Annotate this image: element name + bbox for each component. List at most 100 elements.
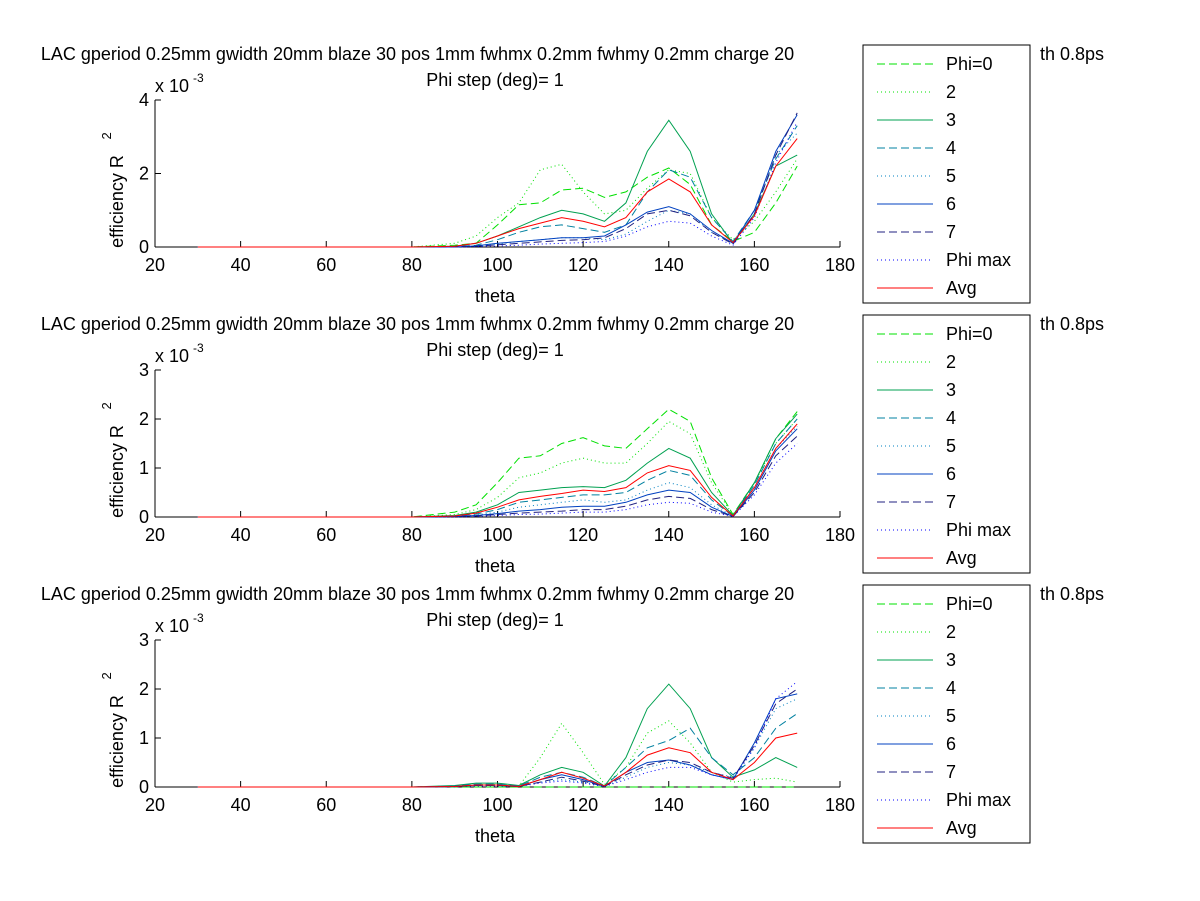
subplot-3: LAC gperiod 0.25mm gwidth 20mm blaze 30 … <box>41 584 1104 846</box>
y-axis-label-superscript: 2 <box>99 402 114 409</box>
legend-label: Phi=0 <box>946 54 993 74</box>
series-line-5 <box>197 426 798 518</box>
subplot-1: LAC gperiod 0.25mm gwidth 20mm blaze 30 … <box>41 44 1104 306</box>
y-axis-label-superscript: 2 <box>99 672 114 679</box>
x-tick-label: 160 <box>739 795 769 815</box>
subplot-2: LAC gperiod 0.25mm gwidth 20mm blaze 30 … <box>41 314 1104 576</box>
legend: Phi=0 2 3 4 5 6 7 Phi max Avg <box>862 314 1031 574</box>
x-tick-label: 140 <box>654 525 684 545</box>
legend-label: 6 <box>946 464 956 484</box>
y-axis-label-superscript: 2 <box>99 132 114 139</box>
chart-subtitle: Phi step (deg)= 1 <box>426 70 564 90</box>
legend-label: 3 <box>946 110 956 130</box>
chart-title: LAC gperiod 0.25mm gwidth 20mm blaze 30 … <box>41 44 794 64</box>
chart-title: LAC gperiod 0.25mm gwidth 20mm blaze 30 … <box>41 584 794 604</box>
x-tick-label: 20 <box>145 525 165 545</box>
x-tick-label: 80 <box>402 255 422 275</box>
x-tick-label: 40 <box>231 795 251 815</box>
x-tick-label: 160 <box>739 525 769 545</box>
y-tick-label: 3 <box>139 360 149 380</box>
legend: Phi=0 2 3 4 5 6 7 Phi max Avg <box>862 584 1031 844</box>
legend-label: Phi max <box>946 790 1011 810</box>
x-tick-label: 140 <box>654 255 684 275</box>
series-line-4 <box>197 125 798 248</box>
legend-label: 4 <box>946 408 956 428</box>
legend-label: 5 <box>946 166 956 186</box>
y-multiplier-exponent: -3 <box>193 71 204 85</box>
x-axis-label: theta <box>475 556 516 576</box>
y-tick-label: 0 <box>139 237 149 257</box>
x-tick-label: 120 <box>568 255 598 275</box>
x-tick-label: 100 <box>482 795 512 815</box>
chart-subtitle: Phi step (deg)= 1 <box>426 340 564 360</box>
legend-label: 5 <box>946 706 956 726</box>
y-tick-label: 3 <box>139 630 149 650</box>
series-line-2 <box>197 158 798 248</box>
x-tick-label: 20 <box>145 795 165 815</box>
x-tick-label: 160 <box>739 255 769 275</box>
legend-label: Phi=0 <box>946 324 993 344</box>
x-tick-label: 100 <box>482 525 512 545</box>
y-multiplier: x 10 <box>155 346 189 366</box>
y-tick-label: 2 <box>139 409 149 429</box>
x-tick-label: 140 <box>654 795 684 815</box>
series-line-9 <box>197 138 798 248</box>
legend-label: 2 <box>946 352 956 372</box>
legend-label: Phi=0 <box>946 594 993 614</box>
x-tick-label: 120 <box>568 525 598 545</box>
legend-label: Phi max <box>946 250 1011 270</box>
x-tick-label: 120 <box>568 795 598 815</box>
legend-label: 2 <box>946 82 956 102</box>
x-tick-label: 180 <box>825 525 855 545</box>
y-tick-label: 0 <box>139 777 149 797</box>
y-axis-label: efficiency R <box>107 695 127 788</box>
y-tick-label: 1 <box>139 458 149 478</box>
legend-label: 6 <box>946 194 956 214</box>
y-tick-label: 4 <box>139 90 149 110</box>
y-axis-label: efficiency R <box>107 155 127 248</box>
x-tick-label: 60 <box>316 255 336 275</box>
legend-label: 6 <box>946 734 956 754</box>
x-tick-label: 60 <box>316 525 336 545</box>
legend-label: Phi max <box>946 520 1011 540</box>
legend-label: 7 <box>946 762 956 782</box>
x-axis-label: theta <box>475 826 516 846</box>
y-multiplier-exponent: -3 <box>193 341 204 355</box>
x-tick-label: 80 <box>402 795 422 815</box>
series-line-4 <box>197 418 798 518</box>
x-tick-label: 180 <box>825 255 855 275</box>
y-tick-label: 1 <box>139 728 149 748</box>
x-tick-label: 40 <box>231 255 251 275</box>
chart-subtitle: Phi step (deg)= 1 <box>426 610 564 630</box>
legend-label: Avg <box>946 548 977 568</box>
legend-label: 4 <box>946 678 956 698</box>
legend-box <box>862 44 1031 304</box>
chart-title-tail: th 0.8ps <box>1040 314 1104 334</box>
x-tick-label: 40 <box>231 525 251 545</box>
legend-label: 3 <box>946 380 956 400</box>
y-multiplier: x 10 <box>155 76 189 96</box>
x-tick-label: 180 <box>825 795 855 815</box>
legend-label: 3 <box>946 650 956 670</box>
legend-box <box>862 584 1031 844</box>
legend-label: 2 <box>946 622 956 642</box>
y-axis-label-group: efficiency R 2 <box>99 672 127 788</box>
x-tick-label: 100 <box>482 255 512 275</box>
y-multiplier: x 10 <box>155 616 189 636</box>
y-tick-label: 0 <box>139 507 149 527</box>
legend: Phi=0 2 3 4 5 6 7 Phi max Avg <box>862 44 1031 304</box>
x-tick-label: 60 <box>316 795 336 815</box>
y-multiplier-exponent: -3 <box>193 611 204 625</box>
legend-label: Avg <box>946 818 977 838</box>
y-axis-label: efficiency R <box>107 425 127 518</box>
series-line-8 <box>197 121 798 248</box>
series-line-7 <box>197 112 798 248</box>
y-tick-label: 2 <box>139 164 149 184</box>
legend-label: 5 <box>946 436 956 456</box>
x-tick-label: 80 <box>402 525 422 545</box>
chart-title-tail: th 0.8ps <box>1040 584 1104 604</box>
series-line-9 <box>197 732 798 788</box>
x-axis-label: theta <box>475 286 516 306</box>
y-axis-label-group: efficiency R 2 <box>99 132 127 248</box>
legend-label: 7 <box>946 222 956 242</box>
